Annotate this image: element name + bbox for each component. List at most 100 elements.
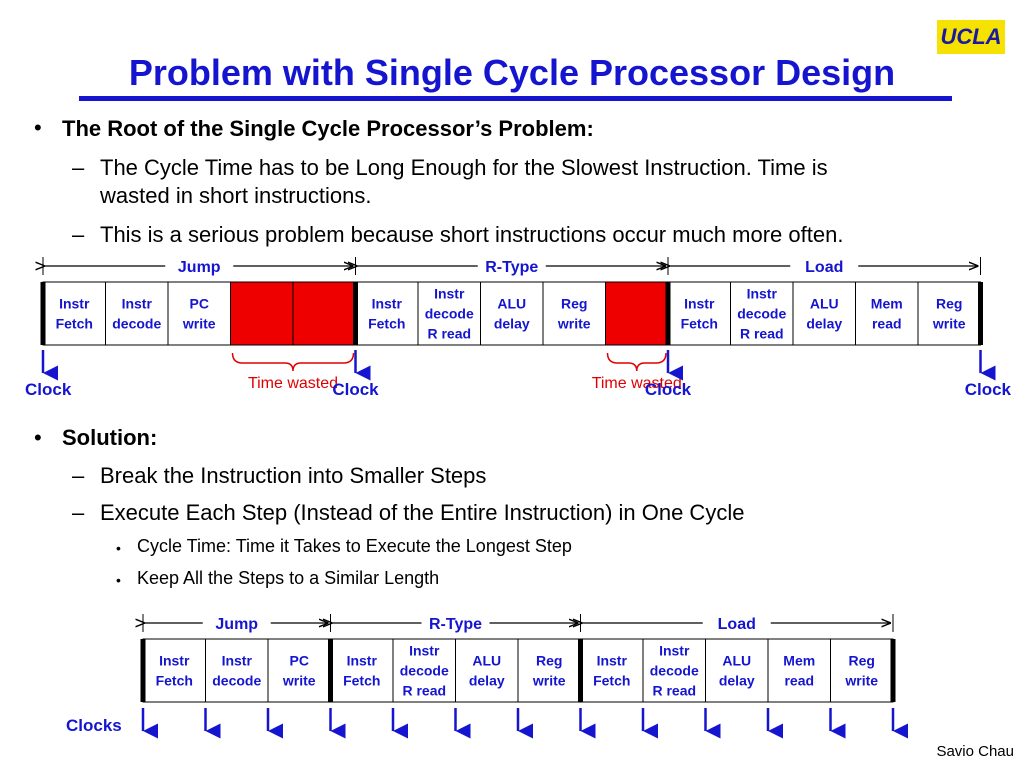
stage-label: R read [402, 683, 446, 699]
footer-author: Savio Chau [936, 743, 1014, 760]
stage-label: Instr [597, 653, 628, 669]
stage-label: Reg [536, 653, 562, 669]
stage-label: Instr [659, 643, 690, 659]
bullet-dot: • [34, 425, 42, 450]
stage-label: write [532, 673, 566, 689]
bullet-dot: • [34, 115, 42, 140]
stage-label: Fetch [368, 316, 405, 332]
bullet-root: The Root of the Single Cycle Processor’s… [62, 116, 594, 141]
stage-label: Fetch [56, 316, 93, 332]
stage-label: Reg [561, 296, 587, 312]
stage-cell [105, 281, 169, 346]
stage-cell [392, 638, 456, 703]
segment-label: Load [718, 616, 756, 633]
stage-cell [167, 281, 231, 346]
stage-label: write [557, 316, 591, 332]
segment-label: Jump [215, 616, 258, 633]
stage-label: Fetch [681, 316, 718, 332]
clock-label: Clock [645, 380, 692, 399]
stage-label: Instr [684, 296, 715, 312]
stage-label: Reg [849, 653, 875, 669]
solution-step-2b: Keep All the Steps to a Similar Length [137, 568, 440, 588]
clock-label: Clock [332, 380, 379, 399]
title-underline [79, 96, 952, 101]
solution-step-2a: Cycle Time: Time it Takes to Execute the… [137, 536, 572, 556]
stage-label: delay [494, 316, 530, 332]
stage-label: Mem [871, 296, 903, 312]
stage-label: ALU [810, 296, 839, 312]
segment-label: Jump [178, 259, 221, 276]
stage-label: R read [740, 326, 784, 342]
clock-label: Clock [965, 380, 1012, 399]
stage-label: ALU [722, 653, 751, 669]
stage-label: Instr [159, 653, 190, 669]
stage-label: decode [737, 306, 786, 322]
time-wasted-brace [231, 352, 355, 372]
stage-label: Instr [409, 643, 440, 659]
time-wasted-brace [606, 352, 667, 372]
stage-label: R read [652, 683, 696, 699]
stage-cell [767, 638, 831, 703]
stage-label: read [872, 316, 902, 332]
stage-cell [455, 638, 519, 703]
wasted-cell [230, 281, 294, 346]
clock-label: Clock [25, 380, 72, 399]
dash-marker: – [72, 500, 85, 525]
stage-cell [917, 281, 981, 346]
diagram-multi-cycle: Instr Fetch Instr decode PC write Instr Fetch In… [66, 614, 908, 739]
stage-cell [705, 638, 769, 703]
stage-label: Instr [372, 296, 403, 312]
wasted-cell [605, 281, 669, 346]
stage-label: write [844, 673, 878, 689]
stage-cell [667, 281, 731, 346]
stage-label: read [784, 673, 814, 689]
stage-label: R read [427, 326, 471, 342]
stage-label: PC [290, 653, 309, 669]
stage-label: delay [806, 316, 842, 332]
stage-label: Fetch [343, 673, 380, 689]
sub-bullet-1-line2: wasted in short instructions. [100, 183, 372, 208]
stage-label: Instr [222, 653, 253, 669]
stage-label: decode [112, 316, 161, 332]
small-bullet-dot: • [116, 572, 121, 588]
stage-cell [205, 638, 269, 703]
ucla-logo: UCLA [937, 20, 1005, 54]
bullet-solution: Solution: [62, 425, 158, 450]
stage-cell [830, 638, 894, 703]
time-wasted-label: Time wasted [592, 375, 682, 392]
stage-label: write [282, 673, 316, 689]
sub-bullet-1-line1: The Cycle Time has to be Long Enough for… [100, 155, 828, 180]
segment-label: R-Type [429, 616, 482, 633]
small-bullet-dot: • [116, 540, 121, 556]
wasted-cell [292, 281, 356, 346]
stage-label: Fetch [593, 673, 630, 689]
stage-cell [330, 638, 394, 703]
dash-marker: – [72, 222, 85, 247]
stage-label: Instr [434, 286, 465, 302]
stage-label: Instr [122, 296, 153, 312]
stage-label: Fetch [156, 673, 193, 689]
clocks-label: Clocks [66, 716, 122, 735]
stage-cell [855, 281, 919, 346]
stage-cell [42, 281, 106, 346]
stage-label: delay [469, 673, 505, 689]
stage-label: Instr [59, 296, 90, 312]
stage-cell [267, 638, 331, 703]
stage-label: decode [212, 673, 261, 689]
dash-marker: – [72, 463, 85, 488]
stage-cell [730, 281, 794, 346]
stage-cell [142, 638, 206, 703]
time-wasted-label: Time wasted [248, 375, 338, 392]
stage-label: decode [650, 663, 699, 679]
stage-cell [517, 638, 581, 703]
solution-step-1: Break the Instruction into Smaller Steps [100, 463, 487, 488]
stage-cell [642, 638, 706, 703]
stage-label: ALU [472, 653, 501, 669]
diagram-single-cycle: Instr Fetch Instr decode PC write Instr Fetch In… [25, 257, 1012, 399]
stage-cell [580, 638, 644, 703]
sub-bullet-2: This is a serious problem because short … [100, 222, 844, 247]
stage-cell [792, 281, 856, 346]
stage-label: write [182, 316, 216, 332]
stage-label: write [932, 316, 966, 332]
